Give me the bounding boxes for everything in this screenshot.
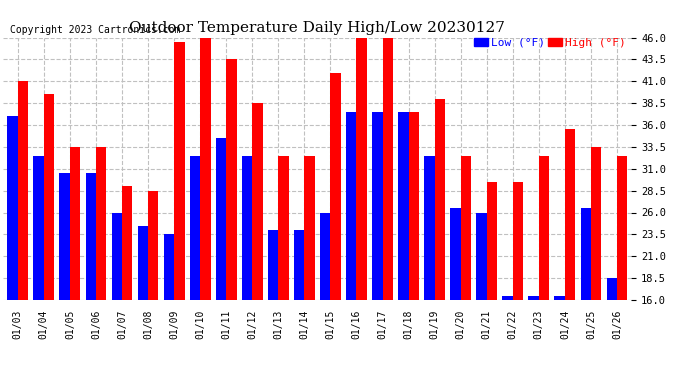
Bar [451, 208, 461, 300]
Bar [607, 278, 617, 300]
Bar [565, 129, 575, 300]
Bar [96, 147, 106, 300]
Bar [476, 213, 486, 300]
Bar [617, 156, 627, 300]
Bar [44, 94, 55, 300]
Title: Outdoor Temperature Daily High/Low 20230127: Outdoor Temperature Daily High/Low 20230… [130, 21, 505, 35]
Bar [346, 112, 357, 300]
Bar [424, 156, 435, 300]
Bar [513, 182, 523, 300]
Bar [591, 147, 602, 300]
Bar [435, 99, 445, 300]
Legend: Low (°F), High (°F): Low (°F), High (°F) [475, 38, 626, 48]
Bar [529, 296, 539, 300]
Bar [486, 182, 497, 300]
Bar [190, 156, 200, 300]
Bar [320, 213, 331, 300]
Bar [122, 186, 132, 300]
Text: Copyright 2023 Cartronics.com: Copyright 2023 Cartronics.com [10, 25, 180, 35]
Bar [539, 156, 549, 300]
Bar [18, 81, 28, 300]
Bar [148, 190, 159, 300]
Bar [372, 112, 382, 300]
Bar [137, 226, 148, 300]
Bar [164, 234, 174, 300]
Bar [59, 173, 70, 300]
Bar [382, 38, 393, 300]
Bar [555, 296, 565, 300]
Bar [461, 156, 471, 300]
Bar [278, 156, 288, 300]
Bar [226, 59, 237, 300]
Bar [174, 42, 184, 300]
Bar [70, 147, 80, 300]
Bar [408, 112, 419, 300]
Bar [8, 116, 18, 300]
Bar [268, 230, 278, 300]
Bar [580, 208, 591, 300]
Bar [502, 296, 513, 300]
Bar [304, 156, 315, 300]
Bar [112, 213, 122, 300]
Bar [33, 156, 44, 300]
Bar [86, 173, 96, 300]
Bar [357, 38, 367, 300]
Bar [216, 138, 226, 300]
Bar [294, 230, 304, 300]
Bar [200, 38, 210, 300]
Bar [241, 156, 253, 300]
Bar [331, 72, 341, 300]
Bar [398, 112, 408, 300]
Bar [253, 103, 263, 300]
